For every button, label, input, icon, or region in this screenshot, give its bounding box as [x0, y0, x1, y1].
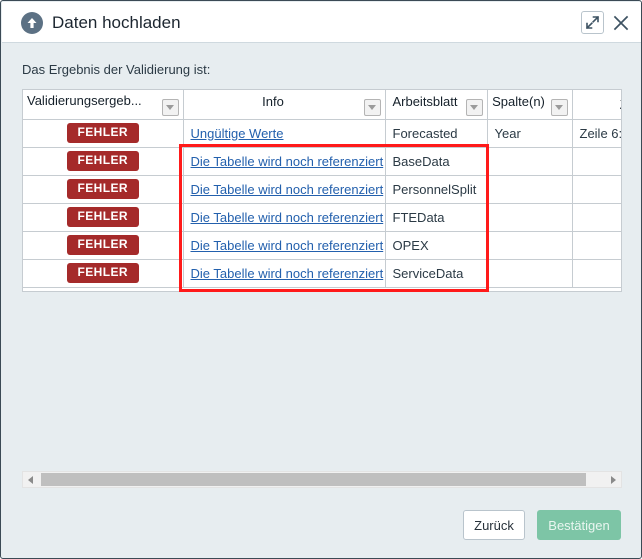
cell-validation-result: FEHLER	[23, 231, 184, 260]
filter-icon[interactable]	[363, 98, 381, 116]
cell-rows: Zeile 6:	[572, 119, 621, 148]
column-header-arbeitsblatt[interactable]: Arbeitsblatt	[385, 90, 488, 120]
cell-rows	[572, 147, 621, 176]
column-header-info[interactable]: Info	[183, 90, 386, 120]
info-link[interactable]: Ungültige Werte	[190, 125, 284, 141]
status-badge: FEHLER	[66, 151, 139, 171]
cell-info: Die Tabelle wird noch referenziert	[183, 203, 386, 232]
dialog-title: Daten hochladen	[52, 13, 181, 32]
filter-icon[interactable]	[161, 98, 179, 116]
info-link[interactable]: Die Tabelle wird noch referenziert	[190, 265, 384, 281]
status-badge: FEHLER	[66, 123, 139, 143]
cell-validation-result: FEHLER	[23, 203, 184, 232]
cell-columns	[487, 203, 573, 232]
cell-worksheet: OPEX	[385, 231, 488, 260]
table-row[interactable]: FEHLER Die Tabelle wird noch referenzier…	[23, 231, 621, 260]
info-link[interactable]: Die Tabelle wird noch referenziert	[190, 153, 384, 169]
cell-info: Die Tabelle wird noch referenziert	[183, 259, 386, 288]
validation-table: Validierungsergeb... Info Arbeitsblatt S…	[23, 90, 621, 288]
cell-info: Die Tabelle wird noch referenziert	[183, 147, 386, 176]
cell-columns	[487, 259, 573, 288]
info-link[interactable]: Die Tabelle wird noch referenziert	[190, 181, 384, 197]
cell-info: Die Tabelle wird noch referenziert	[183, 175, 386, 204]
cell-validation-result: FEHLER	[23, 119, 184, 148]
scrollbar-thumb[interactable]	[41, 473, 586, 486]
status-badge: FEHLER	[66, 179, 139, 199]
cell-columns	[487, 175, 573, 204]
cell-validation-result: FEHLER	[23, 259, 184, 288]
expand-diagonal-icon[interactable]	[581, 11, 604, 34]
cell-worksheet: BaseData	[385, 147, 488, 176]
validation-intro-text: Das Ergebnis der Validierung ist:	[22, 62, 211, 77]
filter-icon[interactable]	[550, 98, 568, 116]
upload-circle-icon	[21, 12, 43, 34]
cell-worksheet: ServiceData	[385, 259, 488, 288]
table-row[interactable]: FEHLER Die Tabelle wird noch referenzier…	[23, 147, 621, 176]
info-link[interactable]: Die Tabelle wird noch referenziert	[190, 209, 384, 225]
filter-icon[interactable]	[465, 98, 483, 116]
close-x-icon[interactable]	[610, 11, 632, 34]
cell-columns	[487, 231, 573, 260]
cell-worksheet: Forecasted	[385, 119, 488, 148]
table-row[interactable]: FEHLER Ungültige Werte Forecasted Year Z…	[23, 119, 621, 148]
column-header-zeilen[interactable]: Zeilen	[572, 90, 621, 120]
table-row[interactable]: FEHLER Die Tabelle wird noch referenzier…	[23, 203, 621, 232]
cell-rows	[572, 231, 621, 260]
cell-rows	[572, 203, 621, 232]
arrow-right-icon[interactable]	[605, 472, 621, 487]
cell-rows	[572, 175, 621, 204]
table-row[interactable]: FEHLER Die Tabelle wird noch referenzier…	[23, 259, 621, 288]
dialog-titlebar: Daten hochladen	[2, 2, 641, 43]
table-row[interactable]: FEHLER Die Tabelle wird noch referenzier…	[23, 175, 621, 204]
cell-validation-result: FEHLER	[23, 147, 184, 176]
cell-info: Die Tabelle wird noch referenziert	[183, 231, 386, 260]
status-badge: FEHLER	[66, 263, 139, 283]
column-header-validierungsergebnis[interactable]: Validierungsergeb...	[23, 90, 184, 120]
column-header-spalten[interactable]: Spalte(n)	[487, 90, 573, 120]
cell-validation-result: FEHLER	[23, 175, 184, 204]
cell-columns: Year	[487, 119, 573, 148]
info-link[interactable]: Die Tabelle wird noch referenziert	[190, 237, 384, 253]
validation-results-grid[interactable]: Validierungsergeb... Info Arbeitsblatt S…	[22, 89, 622, 292]
arrow-left-icon[interactable]	[23, 472, 39, 487]
cell-worksheet: PersonnelSplit	[385, 175, 488, 204]
back-button[interactable]: Zurück	[463, 510, 525, 540]
cell-rows	[572, 259, 621, 288]
status-badge: FEHLER	[66, 235, 139, 255]
cell-info: Ungültige Werte	[183, 119, 386, 148]
cell-columns	[487, 147, 573, 176]
horizontal-scrollbar[interactable]	[22, 471, 622, 488]
cell-worksheet: FTEData	[385, 203, 488, 232]
status-badge: FEHLER	[66, 207, 139, 227]
table-header-row: Validierungsergeb... Info Arbeitsblatt S…	[23, 90, 621, 120]
confirm-button[interactable]: Bestätigen	[537, 510, 621, 540]
